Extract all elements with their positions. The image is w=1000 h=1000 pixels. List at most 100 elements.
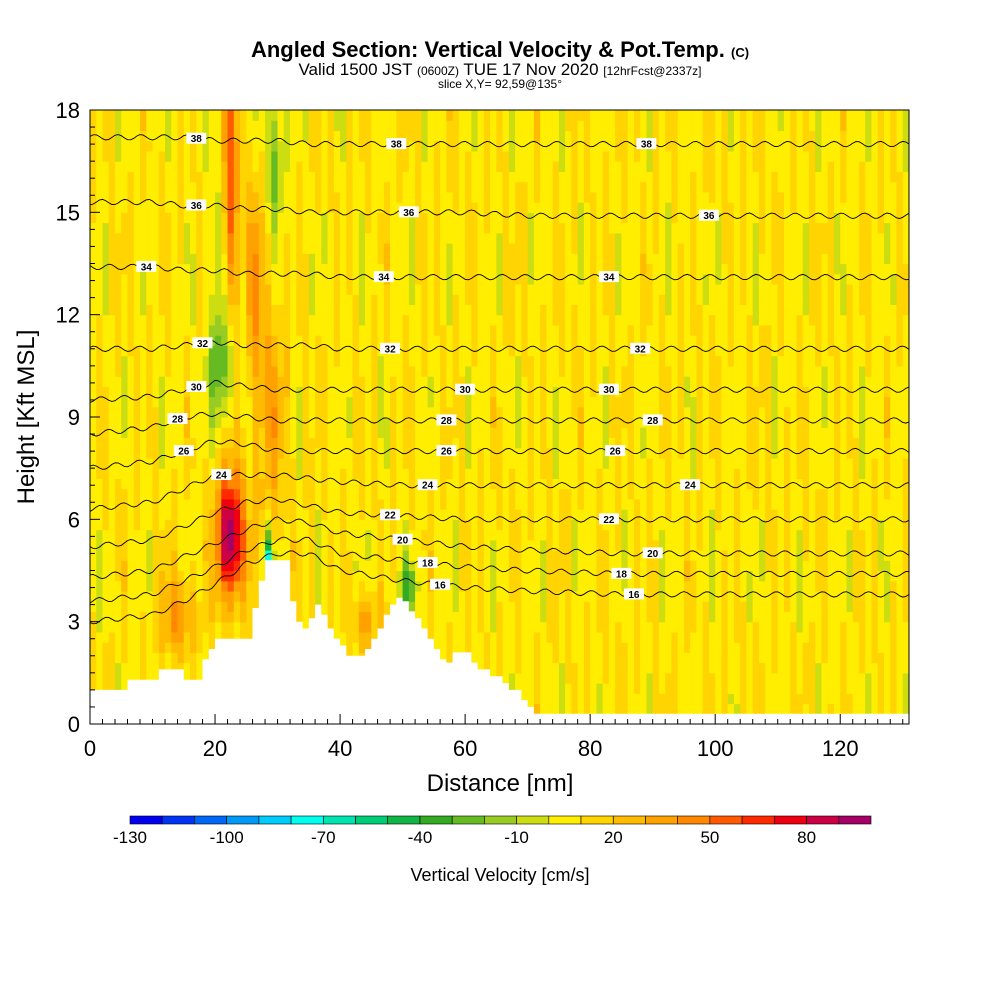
velocity-cell [533,386,541,398]
velocity-cell [183,355,191,367]
velocity-cell [452,222,460,234]
velocity-cell [315,222,322,234]
velocity-cell [558,294,566,306]
velocity-cell [227,140,235,152]
velocity-cell [208,181,216,193]
velocity-cell [202,488,210,500]
velocity-cell [583,539,591,551]
velocity-cell [546,202,554,213]
velocity-cell [602,161,610,172]
velocity-cell [402,580,410,592]
velocity-cell [433,335,441,346]
velocity-cell [171,406,179,418]
velocity-cell [227,345,235,357]
velocity-cell [102,652,110,664]
velocity-cell [90,550,97,561]
velocity-cell [327,601,335,613]
velocity-cell [327,396,335,408]
velocity-cell [102,550,110,561]
velocity-cell [602,488,610,500]
velocity-cell [427,283,435,295]
velocity-cell [221,498,229,510]
velocity-cell [133,478,141,490]
velocity-cell [277,447,285,459]
velocity-cell [440,171,447,183]
velocity-cell [321,120,329,132]
velocity-cell [483,652,491,664]
velocity-cell [352,283,360,295]
velocity-cell [446,222,454,234]
velocity-cell [602,590,610,602]
velocity-cell [477,386,485,398]
velocity-cell [327,447,335,459]
velocity-cell [521,130,529,142]
velocity-cell [602,550,610,561]
velocity-cell [265,529,272,541]
velocity-cell [258,457,266,469]
velocity-cell [190,212,197,224]
velocity-cell [540,437,547,449]
velocity-cell [521,621,529,633]
velocity-cell [240,365,247,377]
velocity-cell [527,181,535,193]
velocity-cell [327,355,335,367]
velocity-cell [171,560,179,572]
velocity-cell [558,437,566,449]
velocity-cell [465,437,472,449]
velocity-cell [121,631,129,643]
velocity-cell [140,417,147,428]
velocity-cell [546,560,554,572]
velocity-cell [490,529,497,541]
velocity-cell [358,304,366,316]
velocity-cell [540,570,547,582]
velocity-cell [283,212,291,224]
velocity-cell [508,683,516,694]
velocity-cell [171,304,179,316]
velocity-cell [333,601,341,613]
velocity-cell [540,447,547,459]
velocity-cell [183,365,191,377]
velocity-cell [371,509,379,520]
velocity-cell [521,396,529,408]
velocity-cell [177,652,185,664]
velocity-cell [371,222,379,234]
velocity-cell [590,202,597,213]
velocity-cell [496,273,504,285]
velocity-cell [452,376,460,387]
velocity-cell [496,171,504,183]
velocity-cell [458,130,466,142]
velocity-cell [321,140,329,152]
velocity-cell [340,560,347,572]
velocity-cell [202,550,210,561]
velocity-cell [421,304,429,316]
velocity-cell [196,457,204,469]
velocity-cell [583,335,591,346]
velocity-cell [458,590,466,602]
velocity-cell [115,417,122,428]
velocity-cell [496,611,504,623]
velocity-cell [383,120,391,132]
velocity-cell [258,345,266,357]
velocity-cell [196,580,204,592]
velocity-cell [515,130,522,142]
velocity-cell [590,212,597,224]
velocity-cell [308,580,316,592]
velocity-cell [602,263,610,275]
velocity-cell [252,335,260,346]
velocity-cell [465,345,472,357]
velocity-cell [246,253,254,265]
velocity-cell [533,171,541,183]
velocity-cell [371,202,379,213]
velocity-cell [158,662,166,674]
velocity-cell [527,335,535,346]
velocity-cell [158,601,166,613]
velocity-cell [177,631,185,643]
velocity-cell [296,539,304,551]
velocity-cell [340,488,347,500]
velocity-cell [552,396,560,408]
velocity-cell [583,631,591,643]
velocity-cell [421,621,429,633]
velocity-cell [590,662,597,674]
velocity-cell [465,150,472,162]
velocity-cell [202,519,210,531]
